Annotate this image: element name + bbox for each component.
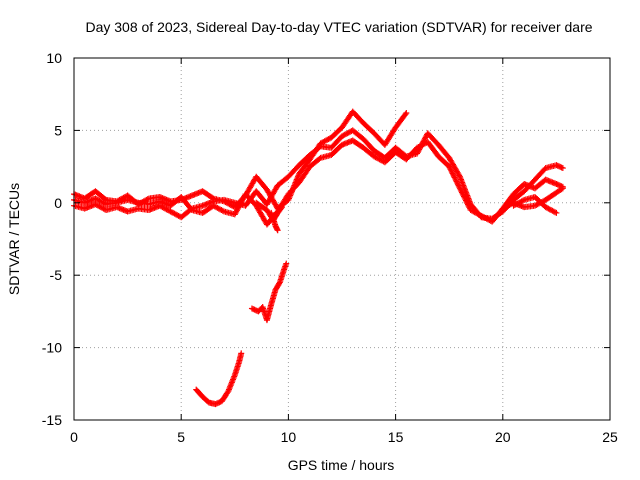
data-point xyxy=(462,196,469,203)
data-point xyxy=(448,169,455,176)
series-trace-e xyxy=(510,194,560,216)
data-point xyxy=(464,200,471,207)
data-series xyxy=(71,108,566,408)
data-point xyxy=(454,179,461,186)
data-point xyxy=(456,172,463,179)
x-tick-label: 0 xyxy=(70,429,78,445)
data-point xyxy=(276,280,283,287)
data-point xyxy=(278,205,285,212)
data-point xyxy=(283,260,290,267)
data-point xyxy=(403,110,410,117)
series-trace-g xyxy=(268,209,281,234)
data-point xyxy=(450,173,457,180)
data-point xyxy=(446,164,453,171)
series-trace-h xyxy=(248,260,290,324)
y-tick-label: 10 xyxy=(46,50,62,66)
data-point xyxy=(559,183,566,190)
data-point xyxy=(454,181,461,188)
data-point xyxy=(457,186,464,193)
y-tick-label: -15 xyxy=(42,412,62,428)
data-point xyxy=(458,189,465,196)
data-point xyxy=(451,174,458,181)
data-point xyxy=(278,204,285,211)
y-tick-label: 5 xyxy=(54,122,62,138)
x-axis-label: GPS time / hours xyxy=(288,457,395,473)
data-point xyxy=(464,201,471,208)
series-trace-b xyxy=(71,127,566,222)
series-trace-c xyxy=(71,137,566,228)
gridlines xyxy=(74,58,610,420)
data-point xyxy=(455,182,462,189)
x-tick-label: 5 xyxy=(177,429,185,445)
data-point xyxy=(316,155,323,162)
data-point xyxy=(238,350,245,357)
x-tick-label: 10 xyxy=(281,429,297,445)
x-tick-label: 20 xyxy=(495,429,511,445)
chart-title: Day 308 of 2023, Sidereal Day-to-day VTE… xyxy=(85,19,592,35)
data-point xyxy=(460,193,467,200)
data-point xyxy=(559,165,566,172)
series-trace-a xyxy=(71,108,410,212)
series-trace-d xyxy=(499,176,566,212)
y-axis-label: SDTVAR / TECUs xyxy=(6,183,22,295)
data-point xyxy=(402,111,409,118)
data-point xyxy=(519,197,526,204)
axis-ticks: 0 5 10 15 20 25 -15 -10 -5 0 5 10 xyxy=(42,50,618,445)
data-point xyxy=(452,177,459,184)
y-tick-label: 0 xyxy=(54,195,62,211)
data-point xyxy=(459,190,466,197)
data-point xyxy=(463,198,470,205)
data-point xyxy=(553,209,560,216)
data-point xyxy=(224,389,231,396)
plot-frame xyxy=(73,57,611,421)
x-tick-label: 15 xyxy=(388,429,404,445)
data-point xyxy=(465,202,472,209)
data-point xyxy=(458,188,465,195)
data-point xyxy=(552,209,559,216)
data-point xyxy=(456,185,463,192)
data-point xyxy=(450,171,457,178)
data-point xyxy=(446,163,453,170)
data-point xyxy=(447,166,454,173)
data-point xyxy=(452,175,459,182)
y-tick-label: -10 xyxy=(42,340,62,356)
data-point xyxy=(462,197,469,204)
x-tick-label: 25 xyxy=(602,429,618,445)
data-point xyxy=(466,204,473,211)
data-point xyxy=(448,167,455,174)
data-point xyxy=(461,194,468,201)
data-point xyxy=(274,227,281,234)
data-point xyxy=(460,192,467,199)
data-point xyxy=(219,207,226,214)
data-point xyxy=(453,178,460,185)
data-point xyxy=(449,170,456,177)
data-point xyxy=(456,183,463,190)
y-tick-label: -5 xyxy=(50,267,63,283)
series-trace-i xyxy=(193,350,245,408)
